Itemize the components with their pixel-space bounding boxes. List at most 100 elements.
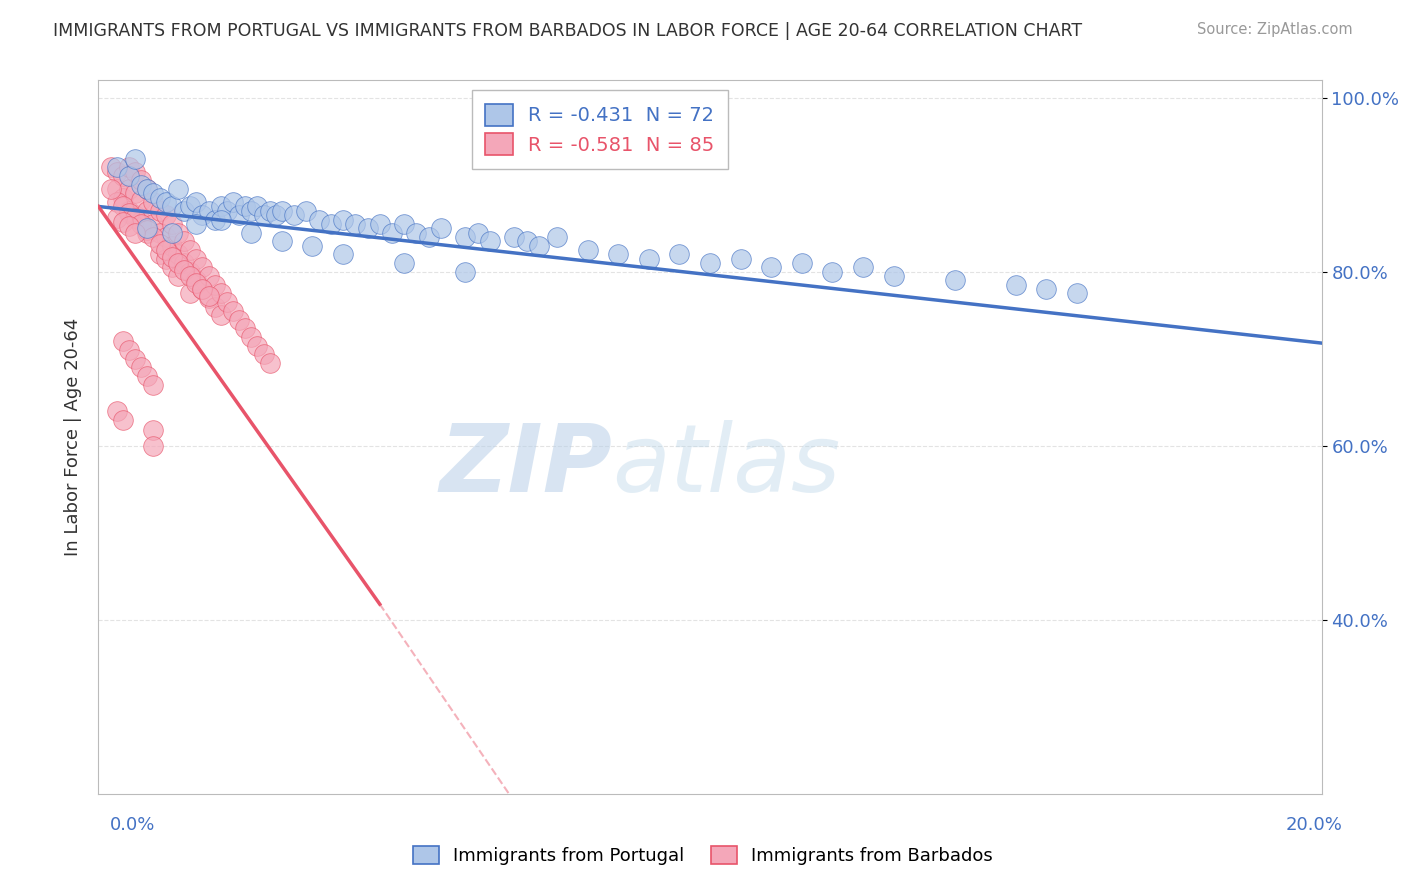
Point xyxy=(730,252,752,266)
Point xyxy=(252,347,274,361)
Point xyxy=(118,343,141,357)
Point xyxy=(167,256,190,270)
Point xyxy=(155,243,177,257)
Point xyxy=(100,182,122,196)
Point xyxy=(111,191,134,205)
Point xyxy=(319,217,342,231)
Point xyxy=(136,369,159,384)
Text: ZIP: ZIP xyxy=(439,419,612,512)
Point xyxy=(105,404,128,418)
Point xyxy=(105,211,128,225)
Point xyxy=(179,243,201,257)
Point xyxy=(332,247,354,261)
Point xyxy=(204,277,226,292)
Point xyxy=(454,265,477,279)
Point xyxy=(105,182,128,196)
Point xyxy=(478,234,501,248)
Point xyxy=(197,291,219,305)
Text: 20.0%: 20.0% xyxy=(1286,816,1343,834)
Point xyxy=(240,203,263,218)
Point xyxy=(270,234,292,248)
Point xyxy=(142,377,165,392)
Point xyxy=(118,161,141,175)
Point xyxy=(136,221,159,235)
Point xyxy=(155,230,177,244)
Point xyxy=(191,260,214,275)
Point xyxy=(607,247,630,261)
Point xyxy=(197,203,219,218)
Point xyxy=(240,226,263,240)
Point xyxy=(637,252,661,266)
Point xyxy=(259,203,281,218)
Point xyxy=(179,269,201,284)
Point xyxy=(136,182,159,196)
Point xyxy=(142,186,165,201)
Text: IMMIGRANTS FROM PORTUGAL VS IMMIGRANTS FROM BARBADOS IN LABOR FORCE | AGE 20-64 : IMMIGRANTS FROM PORTUGAL VS IMMIGRANTS F… xyxy=(53,22,1083,40)
Point xyxy=(430,221,453,235)
Point xyxy=(173,234,195,248)
Point xyxy=(186,217,208,231)
Point xyxy=(240,330,263,344)
Point xyxy=(160,226,183,240)
Point xyxy=(124,226,146,240)
Text: 0.0%: 0.0% xyxy=(110,816,155,834)
Point xyxy=(418,230,440,244)
Point xyxy=(167,226,190,240)
Point xyxy=(209,199,232,213)
Point xyxy=(222,195,245,210)
Point xyxy=(124,208,146,222)
Point xyxy=(111,169,134,183)
Point xyxy=(197,269,219,284)
Point xyxy=(179,199,201,213)
Point xyxy=(1066,286,1088,301)
Point xyxy=(344,217,367,231)
Point xyxy=(129,217,152,231)
Point xyxy=(259,356,281,370)
Point xyxy=(105,161,128,175)
Point xyxy=(191,282,214,296)
Point xyxy=(136,182,159,196)
Legend: R = -0.431  N = 72, R = -0.581  N = 85: R = -0.431 N = 72, R = -0.581 N = 85 xyxy=(472,90,728,169)
Point xyxy=(118,219,141,234)
Point xyxy=(105,195,128,210)
Point xyxy=(142,439,165,453)
Point xyxy=(943,273,966,287)
Point xyxy=(155,252,177,266)
Point xyxy=(264,208,287,222)
Point xyxy=(576,243,599,257)
Y-axis label: In Labor Force | Age 20-64: In Labor Force | Age 20-64 xyxy=(63,318,82,557)
Point xyxy=(228,208,250,222)
Point xyxy=(173,256,195,270)
Point xyxy=(149,247,172,261)
Point xyxy=(209,308,232,322)
Point xyxy=(149,236,172,251)
Point xyxy=(392,256,416,270)
Point xyxy=(1004,277,1026,292)
Point xyxy=(160,199,183,213)
Point xyxy=(136,226,159,240)
Point xyxy=(215,295,238,310)
Point xyxy=(186,252,208,266)
Point xyxy=(454,230,477,244)
Point xyxy=(308,212,330,227)
Point xyxy=(368,217,391,231)
Point xyxy=(173,203,195,218)
Point xyxy=(301,238,323,252)
Point xyxy=(270,203,292,218)
Point xyxy=(759,260,782,275)
Point xyxy=(699,256,721,270)
Point xyxy=(186,276,208,290)
Point xyxy=(356,221,378,235)
Point xyxy=(1035,282,1057,296)
Point xyxy=(111,412,134,426)
Point xyxy=(160,217,183,231)
Point xyxy=(392,217,416,231)
Point xyxy=(546,230,568,244)
Point xyxy=(246,199,269,213)
Point xyxy=(129,360,152,375)
Point xyxy=(222,304,245,318)
Point xyxy=(124,211,146,225)
Point xyxy=(136,203,159,218)
Point xyxy=(191,282,214,296)
Point xyxy=(295,203,318,218)
